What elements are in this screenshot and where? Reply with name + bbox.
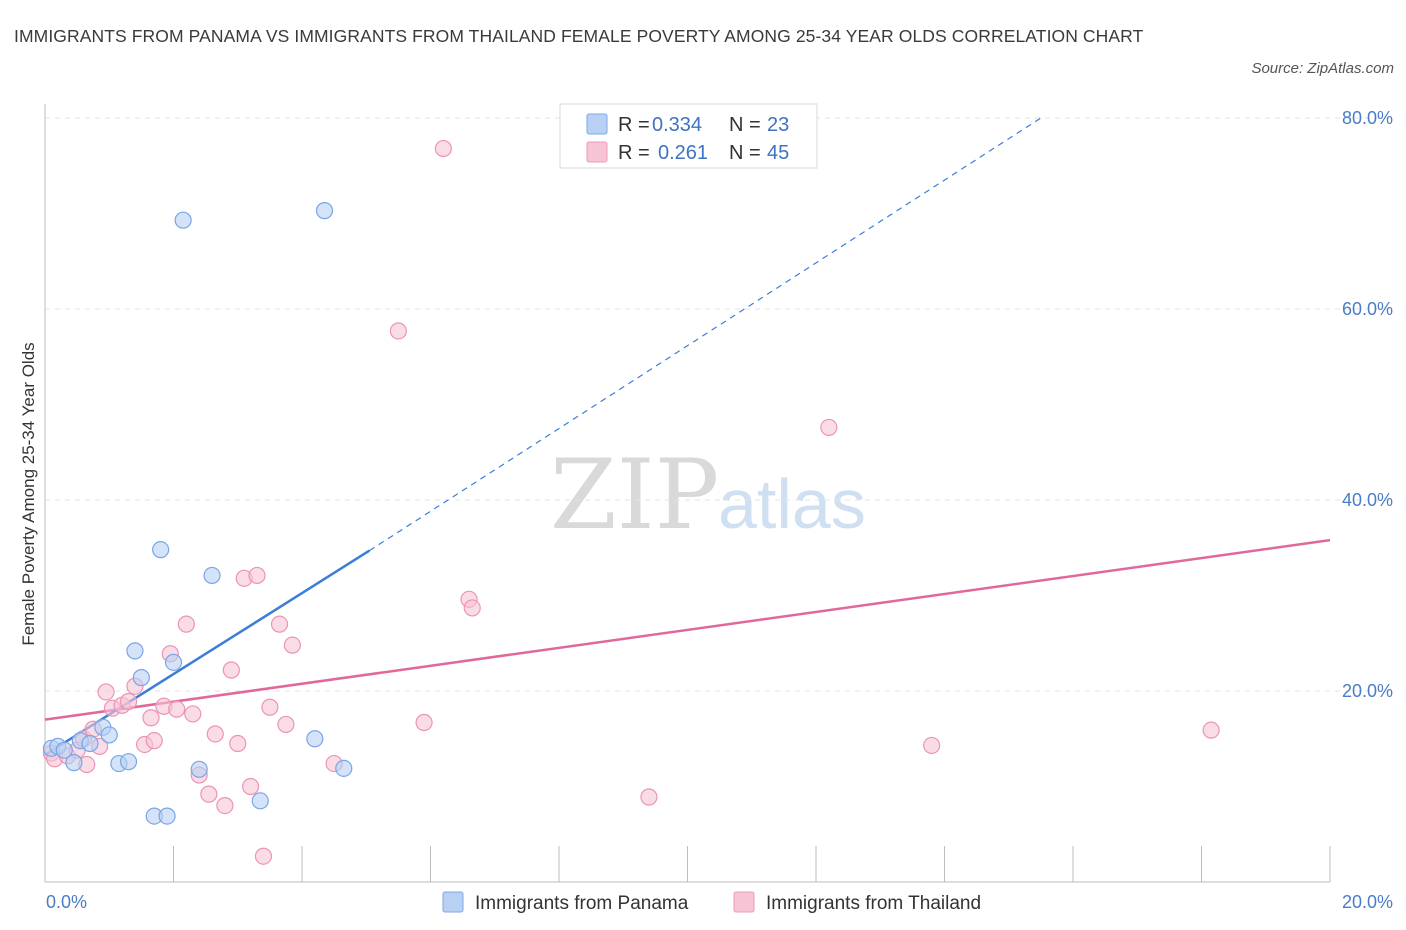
- legend-n-value-panama: 23: [767, 114, 789, 136]
- y-axis-label: Female Poverty Among 25-34 Year Olds: [19, 342, 38, 645]
- axes: [44, 104, 1331, 883]
- thailand-point: [242, 777, 260, 796]
- thailand-point: [119, 692, 138, 711]
- x-tick-label-max: 20.0%: [1342, 892, 1393, 912]
- thailand-point: [389, 322, 407, 340]
- y-tick-label-60: 60.0%: [1342, 299, 1393, 319]
- y-tick-label-40: 40.0%: [1342, 490, 1393, 510]
- panama-trend-extension: [369, 117, 1042, 552]
- chart-title: IMMIGRANTS FROM PANAMA VS IMMIGRANTS FRO…: [14, 26, 1144, 46]
- y-tick-label-80: 80.0%: [1342, 108, 1393, 128]
- legend-r-value-panama: 0.334: [652, 114, 702, 136]
- thailand-point: [415, 713, 433, 732]
- panama-point: [164, 653, 183, 671]
- panama-point: [306, 730, 324, 748]
- trendlines: [44, 117, 1331, 757]
- gridlines: [45, 117, 1392, 692]
- thailand-point: [216, 796, 234, 815]
- thailand-point: [270, 615, 289, 633]
- thailand-point: [283, 636, 301, 654]
- source-label: Source: ZipAtlas.com: [1251, 60, 1394, 77]
- thailand-point: [277, 715, 295, 734]
- panama-point: [158, 807, 176, 825]
- thailand-point: [142, 709, 160, 727]
- thailand-point: [248, 566, 266, 585]
- thailand-point: [254, 847, 273, 865]
- thailand-point: [168, 700, 186, 718]
- thailand-point: [97, 683, 115, 701]
- panama-point: [251, 792, 269, 810]
- panama-point: [315, 202, 334, 220]
- panama-point: [119, 753, 138, 771]
- thailand-point: [463, 599, 481, 617]
- watermark-zip: ZIP: [550, 439, 719, 551]
- panama-point: [190, 760, 208, 778]
- legend-swatch-thailand: [586, 141, 608, 163]
- panama-point: [174, 211, 192, 229]
- bottom-legend-swatch-panama: [442, 891, 464, 913]
- thailand-trend-line: [44, 538, 1331, 721]
- thailand-point: [1202, 721, 1220, 739]
- series-legend: Immigrants from Panama Immigrants from T…: [442, 891, 981, 914]
- stats-legend: R = 0.334 N = 23 R = 0.261 N = 45: [559, 103, 818, 169]
- panama-point: [132, 669, 150, 687]
- y-tick-label-20: 20.0%: [1342, 681, 1393, 701]
- legend-n-label-panama: N =: [729, 114, 761, 136]
- bottom-legend-swatch-thailand: [733, 891, 755, 913]
- panama-point: [55, 741, 73, 759]
- thailand-point: [206, 725, 224, 743]
- thailand-point: [261, 698, 279, 716]
- legend-n-label-thailand: N =: [729, 142, 761, 164]
- y-tick-labels: 20.0% 40.0% 60.0% 80.0%: [1342, 108, 1393, 701]
- thailand-point: [229, 734, 247, 753]
- bottom-legend-label-thailand: Immigrants from Thailand: [766, 893, 981, 914]
- thailand-point: [434, 139, 452, 158]
- data-points: [42, 139, 1220, 865]
- panama-point: [126, 642, 144, 660]
- panama-point: [81, 734, 99, 753]
- legend-swatch-panama: [586, 113, 608, 135]
- legend-r-label-thailand: R =: [618, 142, 650, 164]
- thailand-point: [145, 732, 163, 750]
- panama-point: [203, 566, 221, 585]
- panama-point: [65, 754, 83, 772]
- thailand-point: [923, 736, 941, 755]
- thailand-point: [200, 785, 218, 803]
- thailand-point: [177, 615, 195, 633]
- legend-r-label-panama: R =: [618, 114, 650, 136]
- panama-point: [100, 726, 118, 744]
- panama-point: [152, 541, 170, 559]
- legend-r-value-thailand: 0.261: [658, 142, 708, 164]
- panama-point: [335, 759, 353, 777]
- thailand-point: [184, 705, 202, 723]
- watermark-atlas: atlas: [718, 465, 866, 543]
- x-tick-label-min: 0.0%: [46, 892, 87, 912]
- thailand-point: [640, 788, 658, 806]
- thailand-point: [820, 418, 838, 437]
- thailand-point: [222, 661, 240, 679]
- bottom-legend-label-panama: Immigrants from Panama: [475, 893, 689, 914]
- legend-n-value-thailand: 45: [767, 142, 789, 164]
